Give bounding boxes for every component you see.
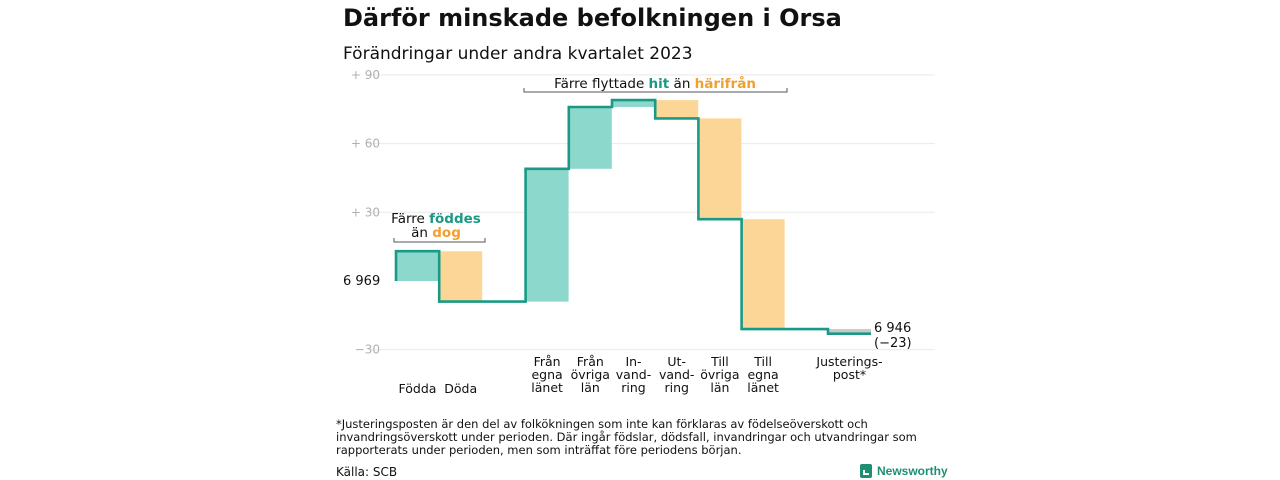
end-value-label: 6 946 (874, 321, 911, 336)
category-label: länet (747, 380, 779, 395)
annotation-births-line2: än dog (411, 225, 461, 241)
chart-title: Därför minskade befolkningen i Orsa (343, 4, 842, 32)
bar (741, 219, 785, 330)
category-label: Från (534, 354, 561, 369)
bar (525, 168, 569, 302)
newsworthy-logo-icon (860, 464, 872, 478)
category-label: län (581, 380, 600, 395)
y-tick-label: + 90 (351, 68, 380, 82)
y-tick-label: + 30 (351, 205, 380, 219)
category-label: egna (747, 367, 778, 382)
category-label: Till (753, 354, 772, 369)
source-text: Källa: SCB (336, 465, 398, 479)
bars-layer (396, 100, 871, 334)
newsworthy-logo: Newsworthy (860, 464, 948, 478)
category-label: vand- (616, 367, 651, 382)
category-label: Till (710, 354, 729, 369)
bar (439, 251, 483, 302)
y-tick-label: + 60 (351, 137, 380, 151)
category-label: län (710, 380, 729, 395)
category-label: post* (833, 367, 866, 382)
annotation-bracket (393, 238, 486, 243)
footnote: *Justeringsposten är den del av folkökni… (336, 417, 917, 457)
category-label: Döda (444, 381, 477, 396)
category-label: vand- (659, 367, 694, 382)
category-label: länet (531, 380, 563, 395)
bar (828, 329, 871, 334)
annotation-bracket (523, 88, 788, 93)
bar (655, 100, 699, 119)
bar (612, 100, 655, 107)
annotation-births-line1: Färre föddes (391, 211, 481, 227)
start-value-label: 6 969 (343, 274, 380, 289)
bar (568, 106, 612, 169)
newsworthy-logo-text: Newsworthy (877, 464, 948, 478)
category-label: In- (625, 354, 641, 369)
bar (698, 118, 742, 220)
category-label: Från (577, 354, 604, 369)
end-change-label: (−23) (874, 336, 912, 351)
y-tick-label: −30 (355, 343, 380, 357)
bar (396, 251, 439, 281)
category-label: Justerings- (815, 354, 882, 369)
category-label: Födda (399, 381, 437, 396)
step-line (394, 98, 871, 335)
category-label: övriga (700, 367, 739, 382)
annotation-migration: Färre flyttade hit än härifrån (554, 75, 756, 92)
category-label: övriga (571, 367, 610, 382)
category-label: ring (664, 380, 688, 395)
chart-subtitle: Förändringar under andra kvartalet 2023 (343, 44, 693, 64)
category-label: egna (531, 367, 562, 382)
category-label: ring (621, 380, 645, 395)
category-label: Ut- (667, 354, 686, 369)
grid-layer: + 90 + 60 + 30 −30 (351, 68, 935, 357)
line-layer (394, 98, 871, 335)
